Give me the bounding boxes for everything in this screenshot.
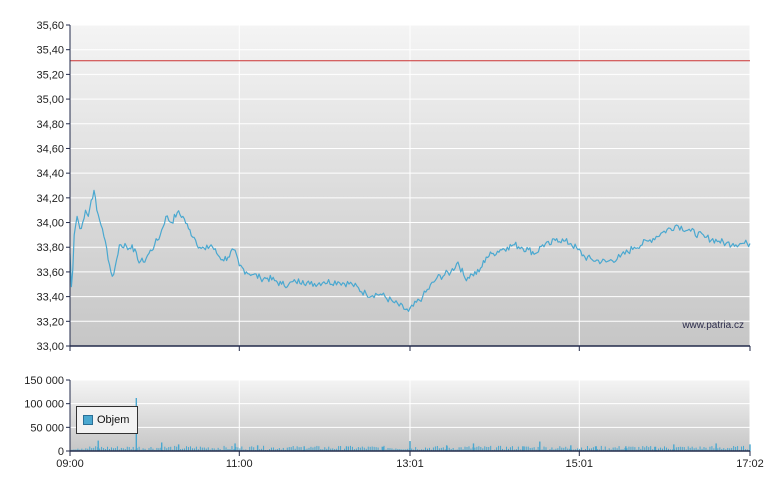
x-tick-label: 15:01 bbox=[566, 458, 594, 470]
price-y-tick-label: 34,20 bbox=[36, 193, 64, 205]
price-y-tick-label: 35,40 bbox=[36, 45, 64, 57]
x-tick-label: 09:00 bbox=[56, 458, 84, 470]
price-y-tick-label: 35,00 bbox=[36, 94, 64, 106]
price-y-tick-label: 33,60 bbox=[36, 267, 64, 279]
volume-y-tick-label: 50 000 bbox=[30, 422, 64, 434]
price-y-tick-label: 34,00 bbox=[36, 218, 64, 230]
price-y-tick-label: 33,40 bbox=[36, 292, 64, 304]
price-y-tick-label: 33,00 bbox=[36, 341, 64, 353]
volume-y-tick-label: 150 000 bbox=[24, 375, 64, 387]
price-y-tick-label: 34,40 bbox=[36, 168, 64, 180]
price-series-line bbox=[69, 189, 751, 312]
volume-y-tick-label: 0 bbox=[58, 446, 64, 458]
price-y-tick-label: 35,20 bbox=[36, 69, 64, 81]
price-y-tick-label: 34,60 bbox=[36, 143, 64, 155]
watermark: www.patria.cz bbox=[681, 320, 744, 331]
x-tick-label: 13:01 bbox=[396, 458, 424, 470]
price-y-tick-label: 33,20 bbox=[36, 316, 64, 328]
legend-label: Objem bbox=[97, 414, 130, 426]
price-y-tick-label: 33,80 bbox=[36, 242, 64, 254]
price-y-tick-label: 34,80 bbox=[36, 119, 64, 131]
volume-y-tick-label: 100 000 bbox=[24, 399, 64, 411]
x-tick-label: 11:00 bbox=[226, 458, 253, 470]
legend-swatch bbox=[83, 415, 93, 425]
price-y-tick-label: 35,60 bbox=[36, 20, 64, 32]
x-tick-label: 17:02 bbox=[736, 458, 764, 470]
chart-legend: Objem bbox=[76, 406, 139, 434]
